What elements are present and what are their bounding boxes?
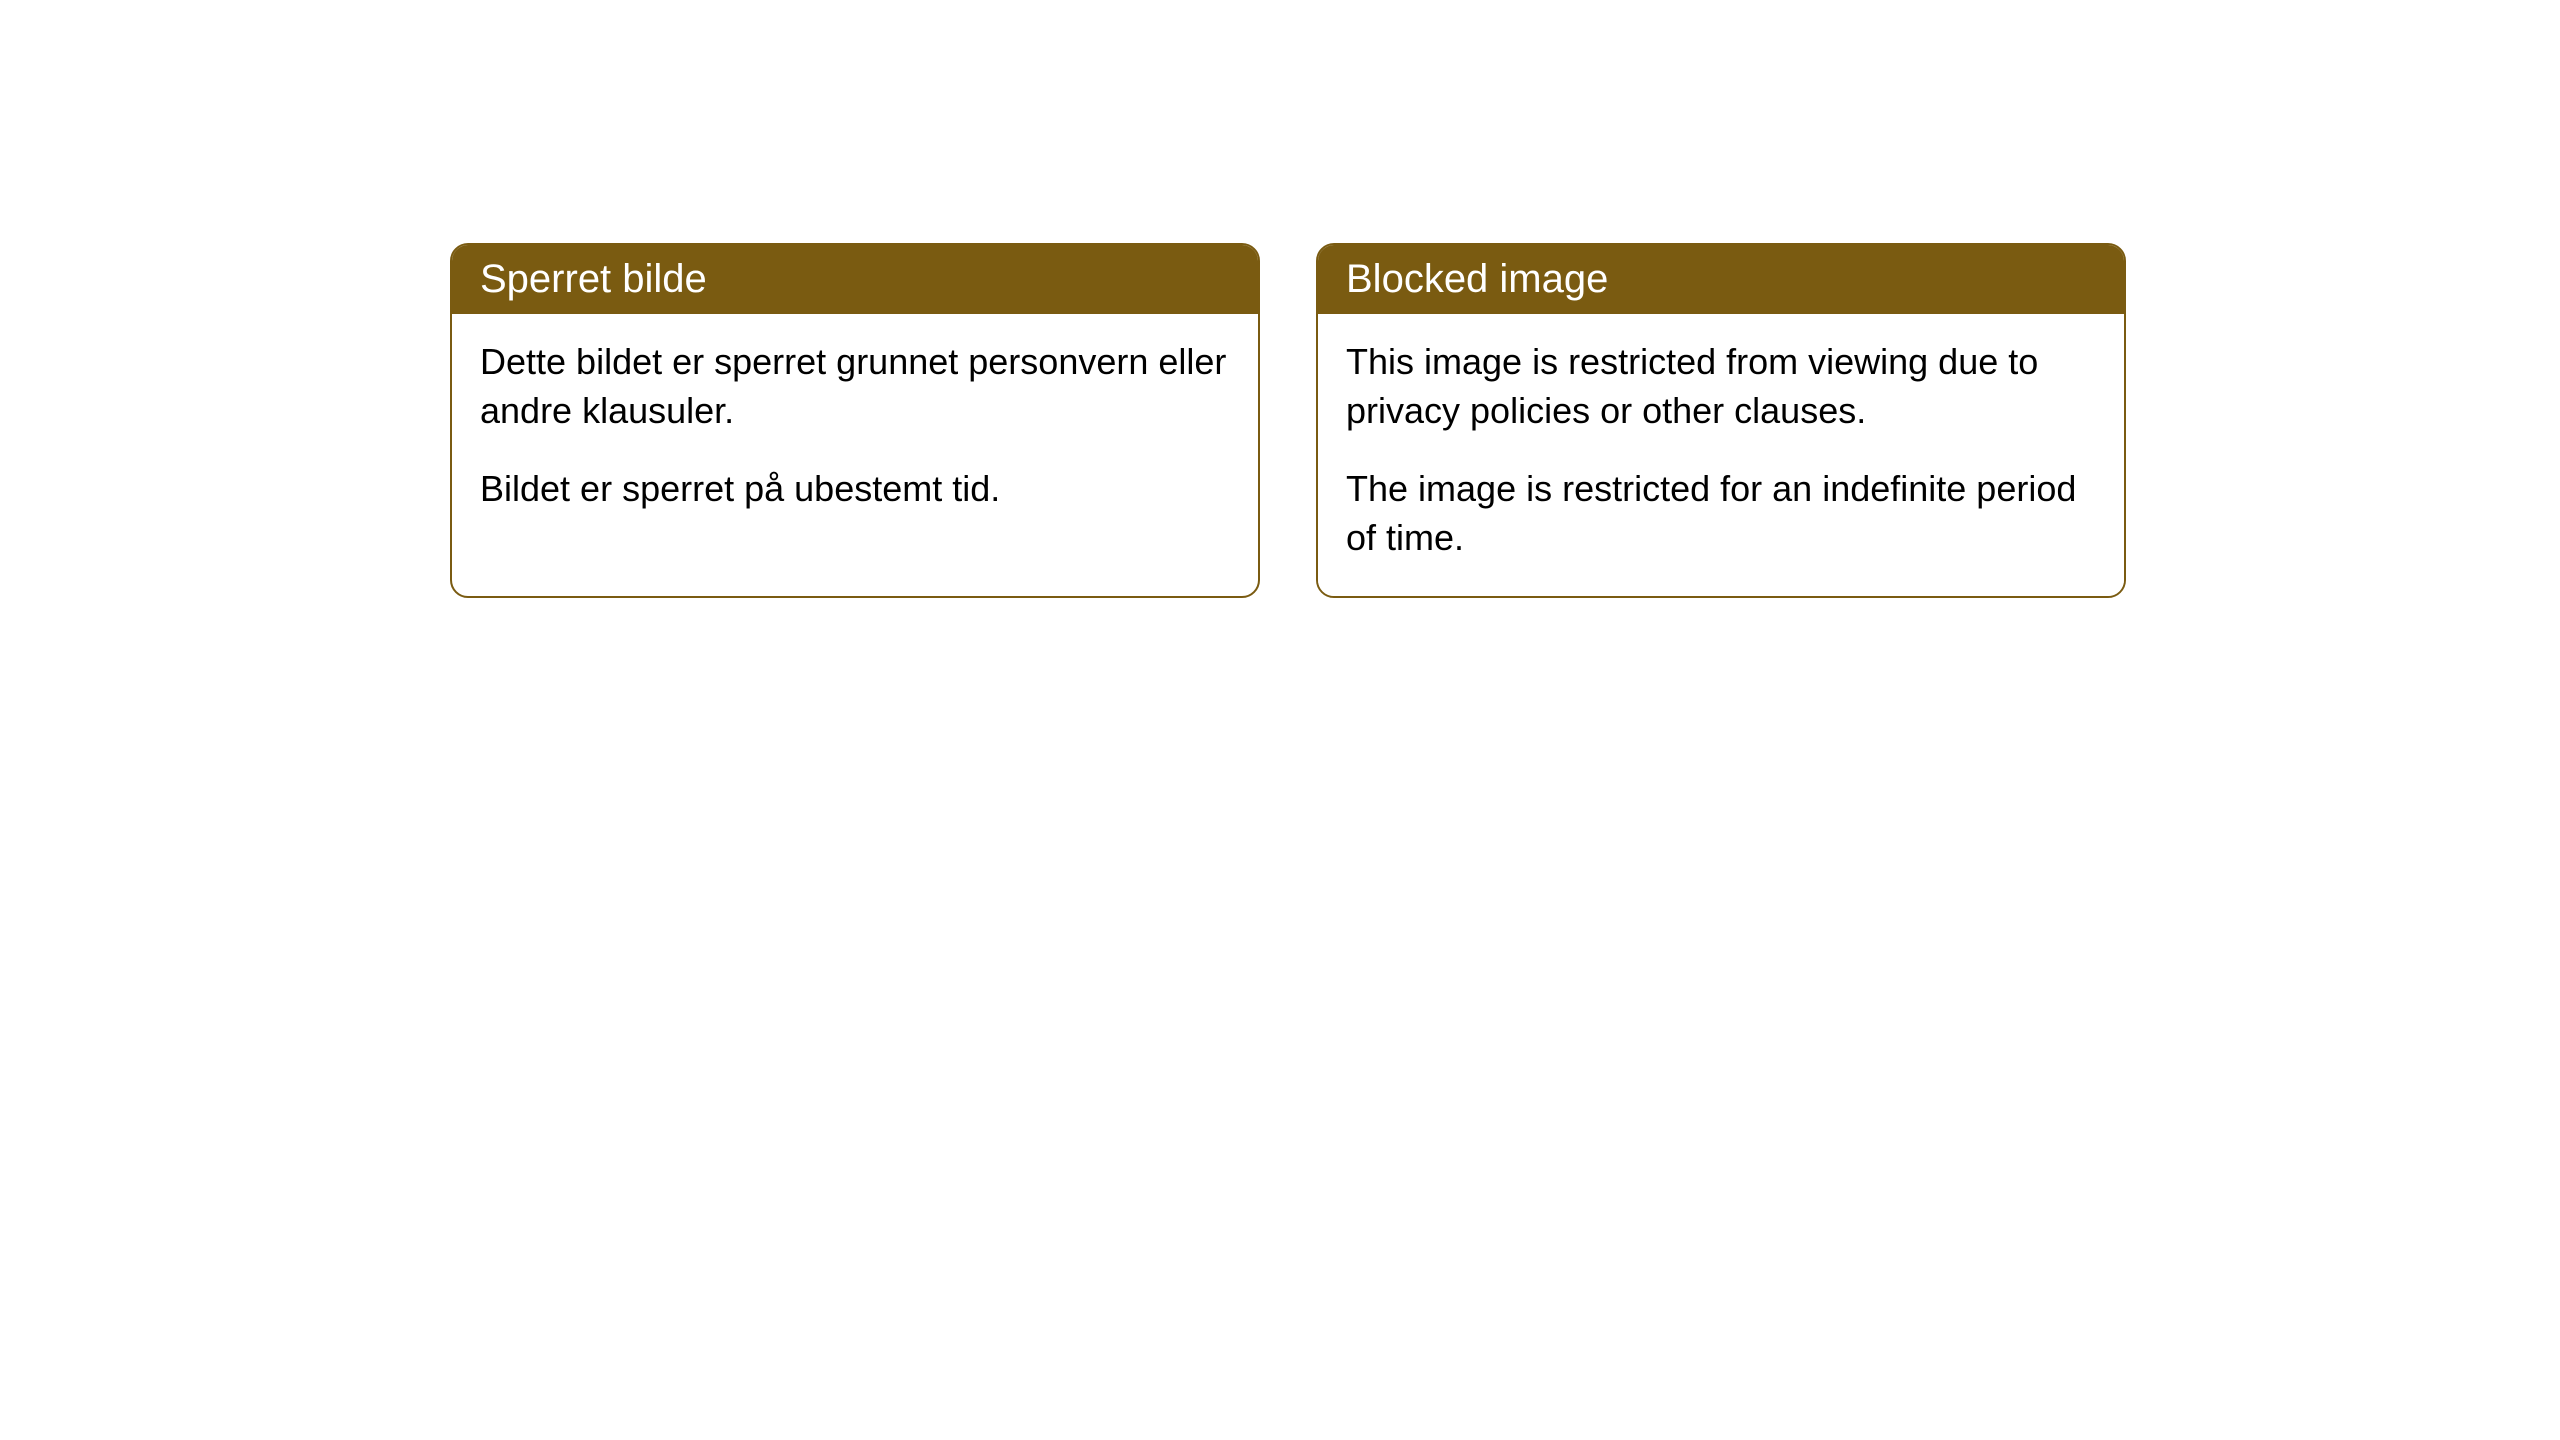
card-norwegian: Sperret bilde Dette bildet er sperret gr… bbox=[450, 243, 1260, 598]
card-paragraph: Dette bildet er sperret grunnet personve… bbox=[480, 338, 1230, 435]
card-title: Blocked image bbox=[1346, 257, 1608, 301]
card-paragraph: This image is restricted from viewing du… bbox=[1346, 338, 2096, 435]
card-paragraph: The image is restricted for an indefinit… bbox=[1346, 465, 2096, 562]
card-title: Sperret bilde bbox=[480, 257, 707, 301]
card-header-norwegian: Sperret bilde bbox=[452, 245, 1258, 314]
card-body-english: This image is restricted from viewing du… bbox=[1318, 314, 2124, 596]
card-body-norwegian: Dette bildet er sperret grunnet personve… bbox=[452, 314, 1258, 548]
card-english: Blocked image This image is restricted f… bbox=[1316, 243, 2126, 598]
cards-container: Sperret bilde Dette bildet er sperret gr… bbox=[450, 243, 2126, 598]
card-paragraph: Bildet er sperret på ubestemt tid. bbox=[480, 465, 1230, 514]
card-header-english: Blocked image bbox=[1318, 245, 2124, 314]
